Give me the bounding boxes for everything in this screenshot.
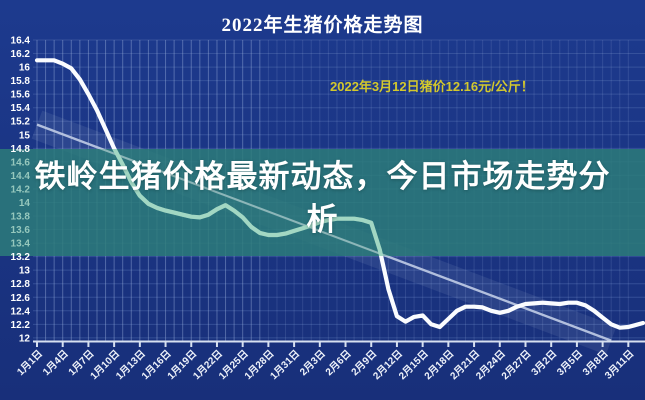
svg-text:13.4: 13.4 (11, 239, 31, 250)
svg-text:13.6: 13.6 (11, 225, 31, 236)
svg-text:14: 14 (19, 198, 31, 209)
svg-text:12.4: 12.4 (11, 306, 31, 317)
svg-text:13.2: 13.2 (11, 252, 31, 263)
svg-text:15.2: 15.2 (11, 117, 31, 128)
svg-text:16.2: 16.2 (11, 49, 31, 60)
banner-overlay (0, 149, 645, 256)
price-line-under-banner (112, 149, 384, 256)
trend-line-under-banner (98, 149, 390, 256)
svg-text:2月3日: 2月3日 (297, 348, 327, 378)
svg-text:14.8: 14.8 (11, 144, 31, 155)
svg-text:15: 15 (19, 130, 31, 141)
svg-text:12: 12 (19, 333, 31, 344)
svg-text:1月1日: 1月1日 (15, 348, 45, 378)
y-axis-labels: 16.4 16.2 16 15.8 15.6 15.4 15.2 15 14.8 14.6 14.4… (11, 36, 31, 345)
svg-text:12.8: 12.8 (11, 279, 31, 290)
svg-text:3月5日: 3月5日 (555, 348, 585, 378)
x-axis-labels: 1月1日1月4日1月7日1月10日1月13日1月16日1月19日1月22日1月2… (15, 348, 637, 382)
svg-text:14.6: 14.6 (11, 157, 31, 168)
x-axis (33, 340, 645, 347)
svg-text:15.8: 15.8 (11, 76, 31, 87)
svg-text:3月11日: 3月11日 (602, 348, 636, 382)
svg-text:12.2: 12.2 (11, 320, 31, 331)
svg-text:3月2日: 3月2日 (529, 348, 559, 378)
svg-text:14.2: 14.2 (11, 184, 31, 195)
page-title: 2022年生猪价格走势图 (221, 15, 424, 36)
svg-text:15.4: 15.4 (11, 103, 31, 114)
price-annotation: 2022年3月12日猪价12.16元/公斤！ (330, 79, 534, 94)
svg-text:1月4日: 1月4日 (40, 348, 70, 378)
svg-text:2月6日: 2月6日 (323, 348, 353, 378)
svg-text:12.6: 12.6 (11, 293, 31, 304)
svg-text:13: 13 (19, 266, 31, 277)
svg-text:16.4: 16.4 (11, 36, 31, 47)
svg-text:14.4: 14.4 (11, 171, 31, 182)
svg-text:15.6: 15.6 (11, 90, 31, 101)
svg-text:13.8: 13.8 (11, 212, 31, 223)
svg-text:16: 16 (19, 63, 31, 74)
banner-headline: 铁岭生猪价格最新动态，今日市场走势分析 (34, 159, 611, 237)
